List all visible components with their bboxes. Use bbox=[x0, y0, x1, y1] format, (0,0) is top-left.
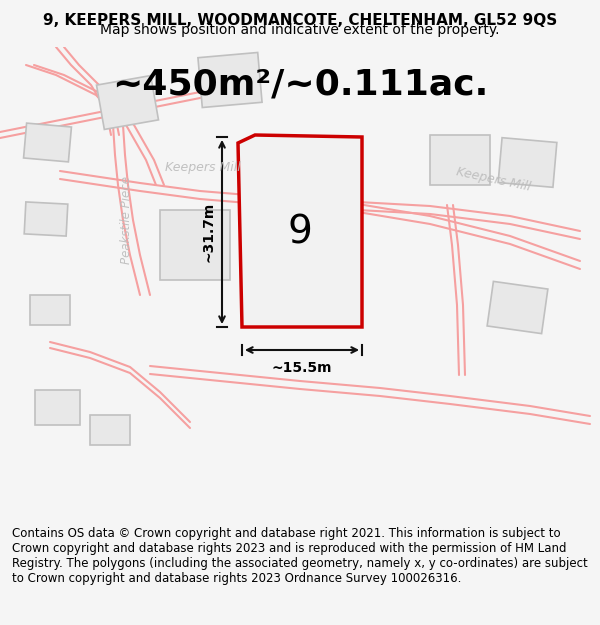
Text: ~450m²/~0.111ac.: ~450m²/~0.111ac. bbox=[112, 68, 488, 102]
Text: Peakstile Piece: Peakstile Piece bbox=[121, 176, 133, 264]
Bar bbox=[24, 202, 68, 236]
Bar bbox=[30, 295, 70, 325]
Bar bbox=[198, 52, 262, 107]
Text: Contains OS data © Crown copyright and database right 2021. This information is : Contains OS data © Crown copyright and d… bbox=[12, 527, 587, 585]
Text: Keepers Mill: Keepers Mill bbox=[165, 161, 241, 174]
Text: 9: 9 bbox=[287, 214, 313, 252]
Bar bbox=[487, 281, 548, 334]
Bar bbox=[255, 225, 350, 310]
Bar bbox=[35, 390, 80, 425]
Bar bbox=[430, 135, 490, 185]
Text: ~31.7m: ~31.7m bbox=[201, 202, 215, 262]
Bar bbox=[90, 415, 130, 445]
Text: 9, KEEPERS MILL, WOODMANCOTE, CHELTENHAM, GL52 9QS: 9, KEEPERS MILL, WOODMANCOTE, CHELTENHAM… bbox=[43, 13, 557, 28]
Bar bbox=[160, 210, 230, 280]
Bar bbox=[23, 123, 71, 162]
Polygon shape bbox=[238, 135, 362, 327]
Bar bbox=[97, 76, 158, 129]
Text: Map shows position and indicative extent of the property.: Map shows position and indicative extent… bbox=[100, 22, 500, 36]
Text: Keepers Mill: Keepers Mill bbox=[455, 166, 532, 194]
Bar bbox=[498, 138, 557, 188]
Text: ~15.5m: ~15.5m bbox=[272, 361, 332, 375]
